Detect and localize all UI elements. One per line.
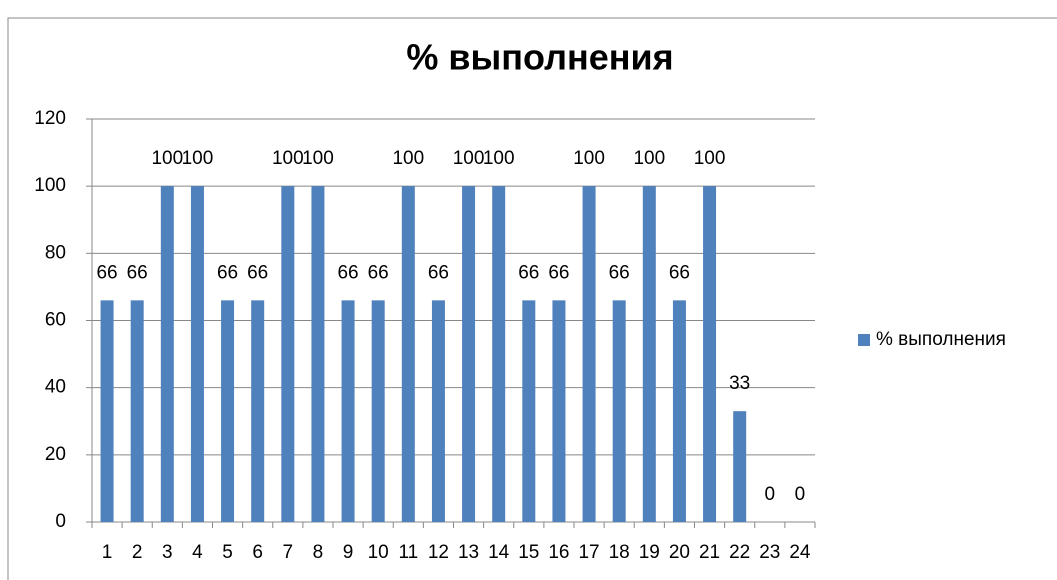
y-tick-label: 120 [34,108,66,129]
x-tick-label: 8 [313,542,324,563]
x-tick-label: 23 [759,542,780,563]
bar [100,300,114,522]
bar [733,411,747,522]
data-label: 100 [272,148,304,169]
y-tick-label: 100 [34,175,66,196]
data-label: 33 [729,373,750,394]
x-tick-label: 24 [789,542,811,563]
x-tick-label: 3 [162,542,173,563]
x-tick-label: 19 [639,542,660,563]
x-tick-label: 14 [488,542,510,563]
chart-title: % выполнения [406,37,673,78]
bar [401,186,415,522]
legend-label: % выполнения [876,329,1006,350]
x-tick-label: 20 [669,542,690,563]
bar [672,300,686,522]
data-label: 66 [548,262,569,283]
bar [431,300,445,522]
bar [160,186,174,522]
bar [612,300,626,522]
x-tick-label: 17 [578,542,599,563]
legend-swatch [858,334,870,346]
x-tick-label: 7 [283,542,294,563]
data-label: 66 [669,262,690,283]
y-tick-label: 40 [45,377,66,398]
data-label: 100 [453,148,485,169]
data-label: 66 [247,262,268,283]
bar [190,186,204,522]
x-tick-label: 4 [192,542,203,563]
data-label: 100 [694,148,726,169]
bar [462,186,476,522]
data-label: 66 [337,262,358,283]
x-tick-label: 13 [458,542,479,563]
x-tick-label: 1 [102,542,113,563]
x-tick-label: 6 [252,542,263,563]
data-label: 66 [96,262,117,283]
data-label: 66 [217,262,238,283]
bar [311,186,325,522]
x-tick-label: 16 [548,542,569,563]
data-label: 100 [573,148,605,169]
x-tick-label: 22 [729,542,750,563]
x-tick-label: 9 [343,542,354,563]
bar [522,300,536,522]
bar [251,300,265,522]
data-label: 66 [428,262,449,283]
data-label: 66 [518,262,539,283]
data-label: 0 [765,484,776,505]
bar [281,186,295,522]
y-tick-label: 0 [55,511,66,532]
data-label: 100 [392,148,424,169]
x-tick-label: 11 [398,542,418,563]
y-tick-label: 20 [45,444,66,465]
bar [492,186,506,522]
y-tick-label: 80 [45,242,66,263]
y-tick-label: 60 [45,310,66,331]
data-label: 100 [182,148,214,169]
data-label: 0 [795,484,806,505]
data-label: 100 [302,148,334,169]
x-tick-label: 15 [518,542,539,563]
bar [642,186,656,522]
bar [371,300,385,522]
x-tick-label: 5 [222,542,233,563]
x-tick-label: 12 [428,542,449,563]
x-tick-label: 21 [699,542,720,563]
bar [130,300,144,522]
x-tick-label: 10 [368,542,389,563]
bar [703,186,717,522]
x-tick-label: 2 [132,542,143,563]
bar [582,186,596,522]
data-label: 66 [127,262,148,283]
bar [221,300,235,522]
x-tick-label: 18 [609,542,630,563]
data-label: 100 [151,148,183,169]
data-label: 66 [368,262,389,283]
bar [552,300,566,522]
data-label: 100 [633,148,665,169]
data-label: 66 [609,262,630,283]
bar [341,300,355,522]
data-label: 100 [483,148,515,169]
